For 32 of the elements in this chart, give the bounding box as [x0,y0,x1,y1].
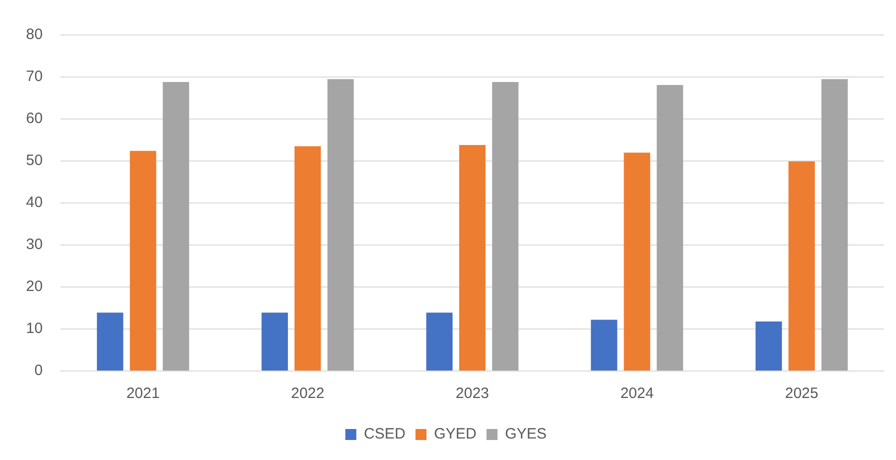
legend-label: GYES [505,426,547,443]
x-tick-label: 2025 [784,385,818,402]
legend-label: CSED [364,426,406,443]
y-tick-label: 80 [26,26,43,44]
y-tick-label: 10 [26,320,43,338]
y-tick-label: 20 [26,278,43,296]
bar [162,82,190,370]
bar [327,79,354,370]
y-tick-label: 60 [26,110,43,128]
bar [492,82,518,370]
bar [656,84,684,370]
y-tick-label: 40 [26,194,43,212]
x-tick-label: 2022 [290,385,324,402]
bar [96,312,124,370]
bar [130,150,156,370]
y-tick-label: 30 [26,236,43,254]
bar [821,79,848,370]
bar [426,312,453,370]
bar [459,145,486,370]
bar [294,146,321,370]
bar [756,321,782,370]
bar [590,320,618,370]
legend-label: GYED [434,426,477,443]
y-tick-label: 0 [34,362,43,380]
y-tick-label: 70 [26,68,43,86]
bar [262,312,288,370]
y-tick-label: 50 [26,152,43,170]
bar [788,161,815,370]
x-tick-label: 2021 [126,385,160,402]
bar [624,152,650,370]
x-tick-label: 2024 [620,385,654,402]
x-tick-label: 2023 [456,385,490,402]
